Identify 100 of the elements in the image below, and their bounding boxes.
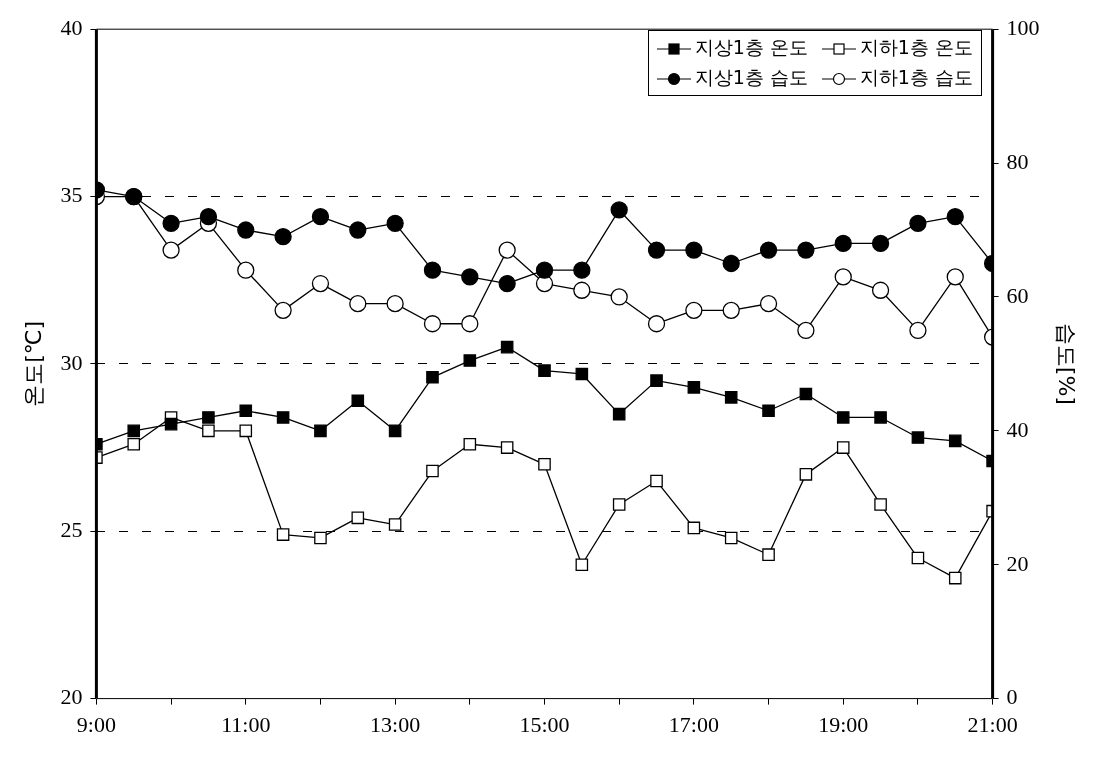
- x-tick-label: 21:00: [967, 711, 1018, 737]
- y2-tick-label: 80: [1006, 148, 1029, 174]
- point: [311, 207, 330, 226]
- point: [948, 434, 962, 448]
- point: [762, 548, 775, 561]
- point: [276, 411, 290, 424]
- point: [762, 404, 775, 418]
- y-tick-label: 25: [60, 517, 83, 543]
- point: [874, 498, 887, 511]
- x-tick-label: 13:00: [370, 711, 421, 737]
- point: [127, 424, 141, 438]
- point: [797, 241, 815, 259]
- y2-tick-label: 40: [1006, 416, 1029, 442]
- point: [538, 364, 551, 377]
- y-tick-label: 35: [60, 182, 83, 208]
- y-tick-label: 30: [60, 349, 83, 375]
- point: [946, 207, 964, 226]
- y-tick-label: 20: [60, 684, 83, 710]
- point: [647, 315, 666, 333]
- point: [834, 268, 852, 286]
- point: [685, 301, 703, 319]
- point: [573, 281, 591, 299]
- point: [426, 370, 439, 384]
- point: [349, 295, 367, 313]
- point: [423, 261, 442, 279]
- x-tick-label: 17:00: [668, 711, 719, 737]
- point: [759, 295, 778, 313]
- point: [349, 221, 367, 239]
- point: [276, 528, 290, 541]
- point: [836, 411, 850, 424]
- point: [423, 315, 442, 333]
- point: [650, 474, 663, 488]
- point: [386, 214, 404, 232]
- legend-label: 지상1층 습도: [694, 66, 808, 88]
- point: [687, 521, 701, 535]
- x-tick-label: 11:00: [221, 711, 271, 737]
- y2-tick-label: 20: [1006, 550, 1029, 576]
- point: [351, 511, 365, 525]
- x-tick-label: 15:00: [519, 711, 570, 737]
- point: [538, 458, 551, 471]
- point: [314, 424, 327, 438]
- point: [685, 241, 703, 259]
- x-tick-label: 19:00: [818, 711, 869, 737]
- point: [314, 531, 327, 545]
- point: [498, 241, 516, 259]
- point: [162, 214, 180, 232]
- point: [722, 301, 740, 319]
- y-axis-title: 온도[℃]: [20, 320, 46, 407]
- point: [237, 221, 255, 239]
- y2-tick-label: 60: [1006, 282, 1029, 308]
- point: [797, 321, 815, 340]
- point: [874, 411, 887, 424]
- point: [500, 441, 514, 454]
- point: [610, 288, 628, 306]
- point: [461, 315, 479, 333]
- point: [575, 367, 589, 381]
- y2-axis-title: 습도[%]: [1054, 322, 1080, 405]
- y2-tick-label: 100: [1006, 14, 1040, 40]
- point: [388, 424, 402, 438]
- point: [202, 424, 215, 438]
- point: [799, 387, 813, 401]
- point: [463, 437, 477, 451]
- point: [836, 441, 850, 454]
- point: [500, 340, 514, 354]
- point: [610, 201, 628, 219]
- point: [948, 571, 962, 585]
- point: [426, 464, 439, 478]
- point: [909, 214, 927, 232]
- point: [647, 241, 666, 259]
- point: [573, 261, 591, 279]
- point: [274, 301, 292, 319]
- point: [127, 437, 141, 451]
- point: [871, 281, 890, 299]
- point: [834, 234, 852, 253]
- point: [239, 424, 253, 438]
- point: [311, 274, 330, 293]
- point: [909, 321, 927, 340]
- point: [871, 234, 890, 253]
- point: [575, 558, 589, 572]
- point: [650, 374, 663, 387]
- point: [724, 391, 738, 404]
- point: [911, 431, 925, 444]
- legend-label: 지하1층 온도: [859, 36, 973, 58]
- point: [239, 404, 253, 418]
- point: [535, 261, 554, 279]
- point: [946, 268, 964, 286]
- point: [351, 394, 365, 408]
- point: [759, 241, 778, 259]
- y2-tick-label: 0: [1006, 684, 1018, 710]
- x-tick-label: 9:00: [76, 711, 116, 737]
- point: [386, 295, 404, 313]
- point: [388, 518, 402, 531]
- point: [612, 407, 626, 421]
- point: [498, 274, 516, 293]
- point: [274, 228, 292, 246]
- y-tick-label: 40: [60, 14, 83, 40]
- point: [463, 354, 477, 367]
- point: [799, 468, 813, 481]
- point: [722, 254, 740, 273]
- point: [199, 207, 218, 226]
